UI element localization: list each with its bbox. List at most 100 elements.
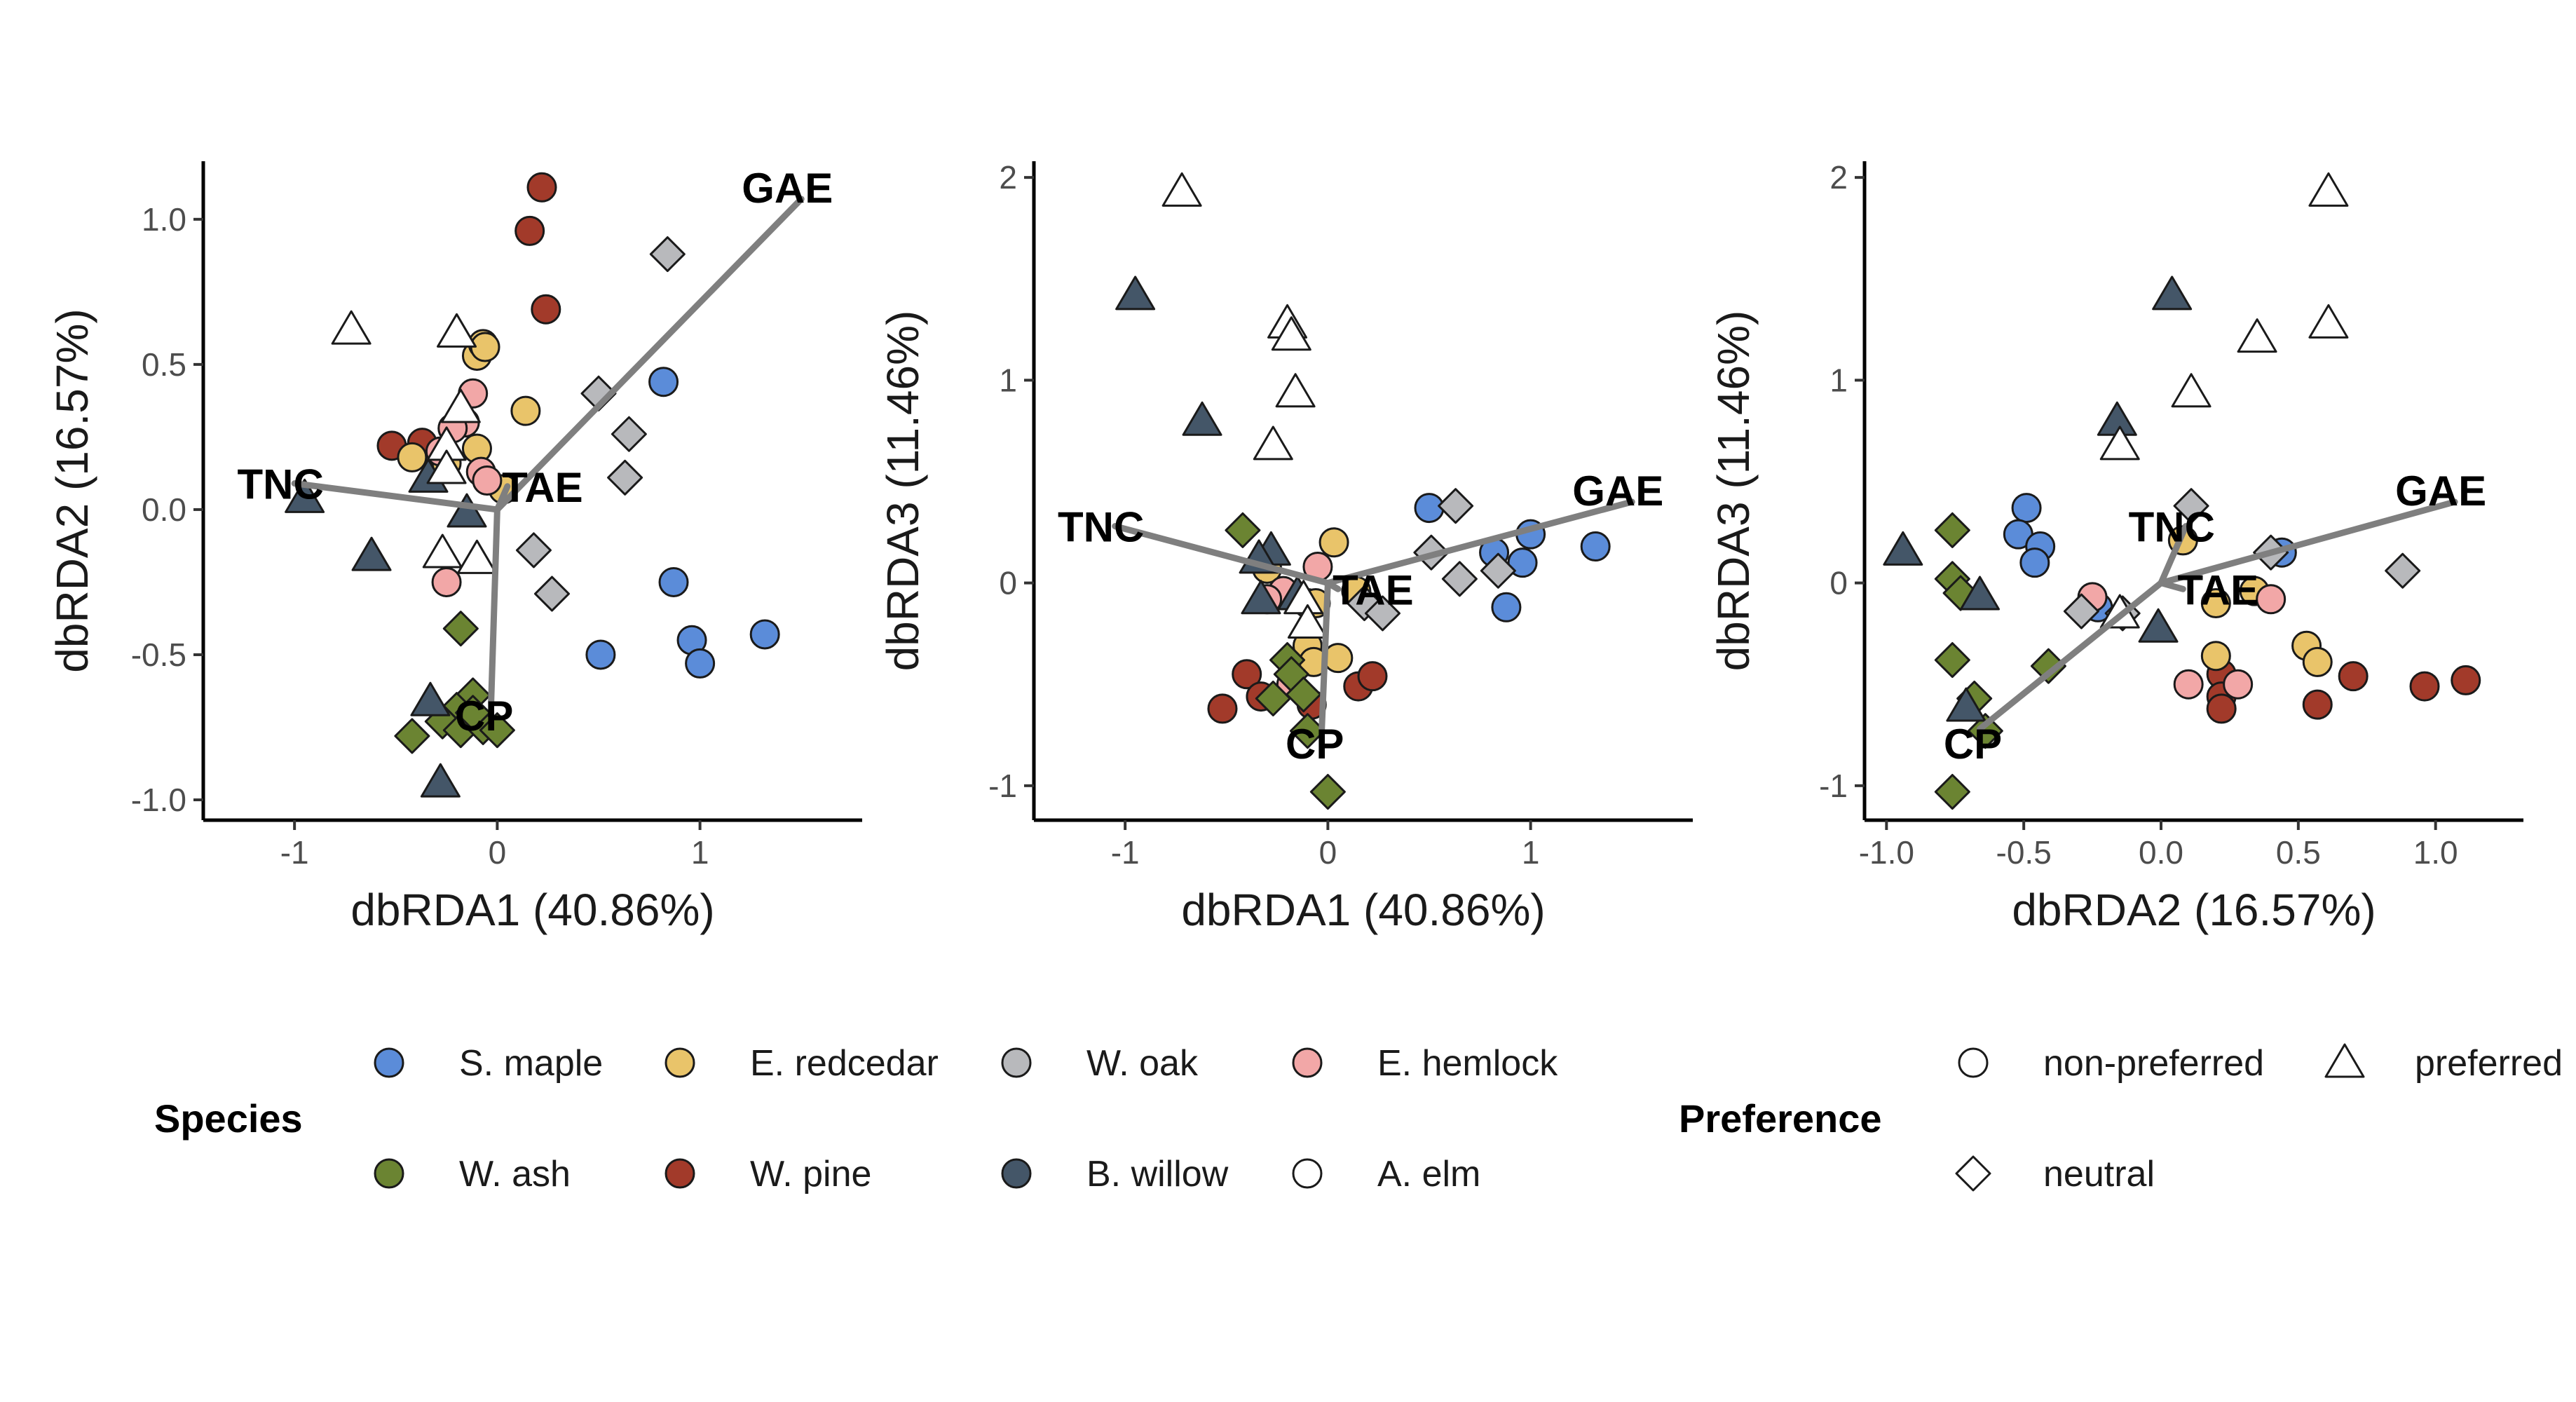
data-point-aelm-54 bbox=[456, 539, 497, 574]
x-tick-label: 0.0 bbox=[2139, 834, 2183, 871]
x-tick-label: 1 bbox=[1522, 834, 1540, 871]
data-point-wpine-9 bbox=[531, 294, 561, 325]
y-tick-label: 0 bbox=[999, 565, 1017, 601]
data-point-bwillow-46 bbox=[410, 681, 451, 716]
vector-label-tnc: TNC bbox=[237, 461, 323, 508]
data-point-wash-35 bbox=[1255, 680, 1291, 716]
data-point-aelm-49 bbox=[437, 313, 477, 348]
y-tick-label: 2 bbox=[1829, 159, 1848, 196]
vector-label-gae: GAE bbox=[2395, 468, 2486, 515]
data-point-smaple-1 bbox=[2011, 493, 2042, 524]
vector-tnc bbox=[291, 480, 500, 513]
data-point-ehemlock-26 bbox=[431, 566, 462, 597]
species-legend: Species S. maple E. redcedar W. oak E. hemlo… bbox=[154, 1043, 1558, 1195]
legend-label-bwillow: B. willow bbox=[1086, 1154, 1229, 1195]
x-tick-label: 0 bbox=[489, 834, 507, 871]
data-point-wash-35 bbox=[1967, 713, 2003, 749]
data-point-woak-26 bbox=[2173, 488, 2209, 524]
legend-key-pref bbox=[2324, 1043, 2365, 1078]
data-point-smaple-1 bbox=[1414, 493, 1445, 524]
data-point-woak-28 bbox=[1480, 552, 1516, 589]
legend-label-np: non-preferred bbox=[2043, 1043, 2264, 1084]
data-point-wpine-10 bbox=[2302, 689, 2333, 720]
data-point-smaple-6 bbox=[1491, 592, 1522, 622]
vector-gae bbox=[1324, 498, 1635, 587]
data-point-wpine-7 bbox=[1207, 693, 1238, 724]
legend-label-eredcedar: E. redcedar bbox=[750, 1043, 939, 1084]
legend-label-smaple: S. maple bbox=[459, 1043, 603, 1084]
data-point-bwillow-42 bbox=[1241, 580, 1281, 615]
data-point-aelm-53 bbox=[422, 533, 463, 569]
data-point-wpine-9 bbox=[2206, 693, 2237, 724]
data-point-woak-26 bbox=[1438, 488, 1474, 524]
x-tick-label: 0.5 bbox=[2276, 834, 2321, 871]
x-axis-title: dbRDA1 (40.86%) bbox=[1181, 885, 1545, 935]
data-point-aelm-46 bbox=[1271, 316, 1311, 351]
data-point-eredcedar-17 bbox=[397, 442, 428, 472]
data-point-ehemlock-25 bbox=[472, 465, 503, 496]
legend-key-eredcedar bbox=[665, 1047, 695, 1078]
legend-key-woak bbox=[1001, 1047, 1032, 1078]
data-point-aelm-43 bbox=[2308, 172, 2349, 207]
data-point-wash-34 bbox=[1286, 676, 1322, 713]
vector-cp bbox=[488, 506, 500, 705]
data-point-wash-41 bbox=[455, 695, 491, 731]
data-point-smaple-1 bbox=[648, 367, 679, 397]
x-tick-label: 0 bbox=[1319, 834, 1337, 871]
legend-label-wash: W. ash bbox=[459, 1154, 571, 1195]
x-tick-label: 1 bbox=[691, 834, 709, 871]
data-point-wash-33 bbox=[2030, 648, 2066, 684]
data-point-bwillow-40 bbox=[1960, 576, 2000, 611]
data-point-aelm-45 bbox=[2237, 318, 2277, 353]
vector-tnc bbox=[1112, 523, 1331, 587]
data-point-woak-30 bbox=[607, 459, 643, 496]
vector-gae bbox=[2158, 498, 2458, 587]
vector-label-tnc: TNC bbox=[1058, 504, 1144, 551]
data-point-aelm-52 bbox=[426, 449, 467, 484]
data-point-smaple-5 bbox=[749, 619, 780, 650]
data-point-wash-37 bbox=[1309, 774, 1346, 810]
y-tick-label: -0.5 bbox=[131, 637, 186, 673]
y-tick-label: 1 bbox=[999, 362, 1017, 398]
data-point-ehemlock-21 bbox=[2173, 669, 2204, 700]
data-point-aelm-46 bbox=[2171, 373, 2212, 408]
data-point-bwillow-47 bbox=[420, 763, 461, 798]
data-point-bwillow-37 bbox=[2152, 275, 2193, 311]
data-point-wash-31 bbox=[1225, 512, 1261, 548]
data-point-aelm-50 bbox=[1287, 604, 1328, 639]
data-point-bwillow-39 bbox=[1182, 401, 1222, 436]
vector-tae bbox=[2158, 580, 2186, 592]
data-point-wpine-8 bbox=[1232, 659, 1262, 690]
y-tick-label: 1.0 bbox=[142, 201, 186, 238]
y-axis-title: dbRDA3 (11.46%) bbox=[878, 311, 928, 672]
legend-label-ehemlock: E. hemlock bbox=[1377, 1043, 1558, 1084]
data-point-smaple-2 bbox=[658, 566, 689, 597]
data-point-wpine-11 bbox=[2338, 661, 2369, 692]
axes: -1.0 -0.5 0.0 0.5 1.0 -1 0 1 2 dbRDA2 (16.57%) dbR… bbox=[1708, 159, 2523, 935]
data-point-woak-29 bbox=[611, 416, 647, 452]
data-point-bwillow-43 bbox=[351, 536, 392, 571]
legend-label-aelm: A. elm bbox=[1377, 1154, 1480, 1195]
data-point-wash-36 bbox=[1934, 774, 1970, 810]
points bbox=[1115, 172, 1611, 810]
panel-1: GAE TNC TAE CP -1 0 1 -1.0 -0.5 0.0 0.5 1.0 dbRDA1 (… bbox=[47, 161, 862, 935]
vector-label-tae: TAE bbox=[1333, 566, 1414, 613]
y-tick-label: 0 bbox=[1829, 565, 1848, 601]
data-point-woak-27 bbox=[1441, 561, 1478, 597]
vector-label-gae: GAE bbox=[742, 165, 833, 212]
data-point-wpine-12 bbox=[1357, 661, 1388, 692]
vectors: GAE TNC TAE CP bbox=[1058, 468, 1663, 768]
x-tick-label: -0.5 bbox=[1996, 834, 2052, 871]
vector-tnc bbox=[2158, 523, 2189, 587]
legend-key-neu bbox=[1955, 1155, 1991, 1192]
panel-2: GAE TNC TAE CP -1 0 1 -1 0 1 2 dbRDA1 (40.86%) dbRDA… bbox=[878, 159, 1693, 935]
y-tick-label: 0.5 bbox=[142, 346, 186, 383]
data-point-bwillow-39 bbox=[1883, 531, 1923, 566]
legend-key-bwillow bbox=[1001, 1158, 1032, 1189]
data-point-wpine-8 bbox=[514, 215, 545, 246]
data-point-smaple-4 bbox=[685, 648, 716, 679]
legend: Species S. maple E. redcedar W. oak E. hemlo… bbox=[154, 1043, 2563, 1195]
legend-key-smaple bbox=[374, 1047, 404, 1078]
data-point-wpine-12 bbox=[2409, 671, 2440, 702]
